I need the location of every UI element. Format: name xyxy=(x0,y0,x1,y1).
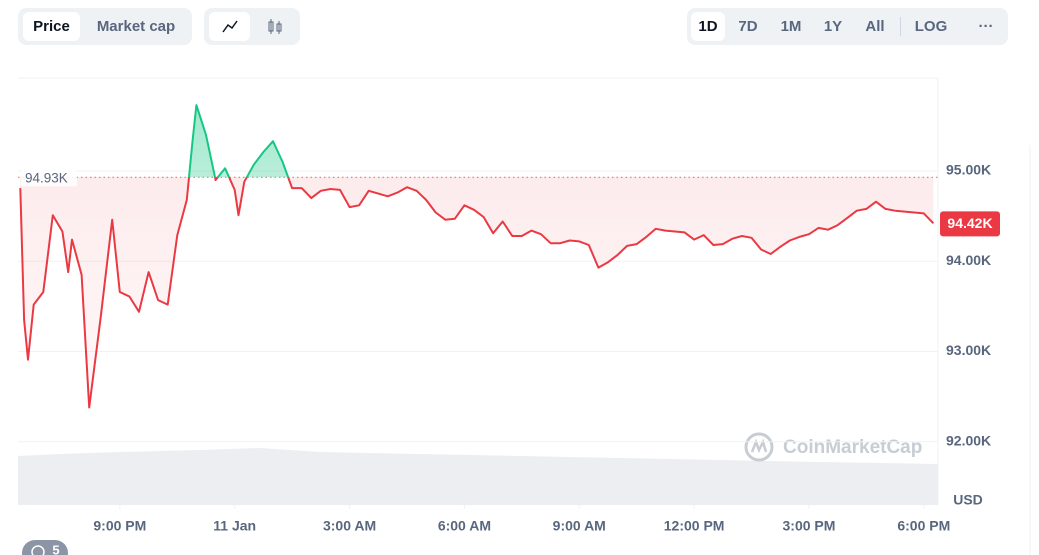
tab[interactable]: Price xyxy=(23,12,80,41)
x-tick-label: 6:00 PM xyxy=(897,518,950,534)
price-line xyxy=(19,104,935,409)
watermark-text: CoinMarketCap xyxy=(783,437,922,458)
badge-text: 5 xyxy=(52,542,59,555)
range-group: 1D 7D 1M 1Y All LOG ··· xyxy=(687,8,1008,45)
range-button[interactable]: All xyxy=(865,18,885,35)
y-tick-label: 93.00K xyxy=(946,342,991,358)
more-button[interactable]: ··· xyxy=(978,18,994,35)
tab[interactable]: Market cap xyxy=(96,18,176,35)
log-button[interactable]: LOG xyxy=(914,18,948,35)
x-tick-label: 3:00 AM xyxy=(323,518,376,534)
chart-type-group xyxy=(204,8,300,45)
last-price-label: 94.42K xyxy=(947,215,992,231)
reference-label-bg xyxy=(21,168,77,187)
divider xyxy=(900,17,901,36)
range-button[interactable]: 1D xyxy=(691,12,725,41)
x-tick-label: 9:00 AM xyxy=(553,518,606,534)
x-tick-label: 12:00 PM xyxy=(664,518,725,534)
candle-button[interactable] xyxy=(254,12,295,41)
y-tick-label: 94.00K xyxy=(946,252,991,268)
reference-label: 94.93K xyxy=(25,170,68,185)
area xyxy=(20,105,934,408)
y-axis-unit: USD xyxy=(953,492,983,508)
y-tick-label: 92.00K xyxy=(946,433,991,449)
x-tick-label: 6:00 AM xyxy=(438,518,491,534)
watermark: CoinMarketCap xyxy=(744,432,922,462)
x-tick-label: 9:00 PM xyxy=(93,518,146,534)
volume-area xyxy=(18,448,938,505)
tab-group: Price Market cap xyxy=(18,8,192,45)
line-button[interactable] xyxy=(209,12,250,41)
y-tick-label: 95.00K xyxy=(946,162,991,178)
x-tick-label: 11 Jan xyxy=(213,518,256,534)
range-button[interactable]: 1Y xyxy=(823,18,843,35)
last-price-badge xyxy=(940,211,1000,237)
badge: 5 xyxy=(22,540,68,555)
range-button[interactable]: 7D xyxy=(738,18,758,35)
x-tick-label: 3:00 PM xyxy=(783,518,836,534)
range-button[interactable]: 1M xyxy=(780,18,802,35)
